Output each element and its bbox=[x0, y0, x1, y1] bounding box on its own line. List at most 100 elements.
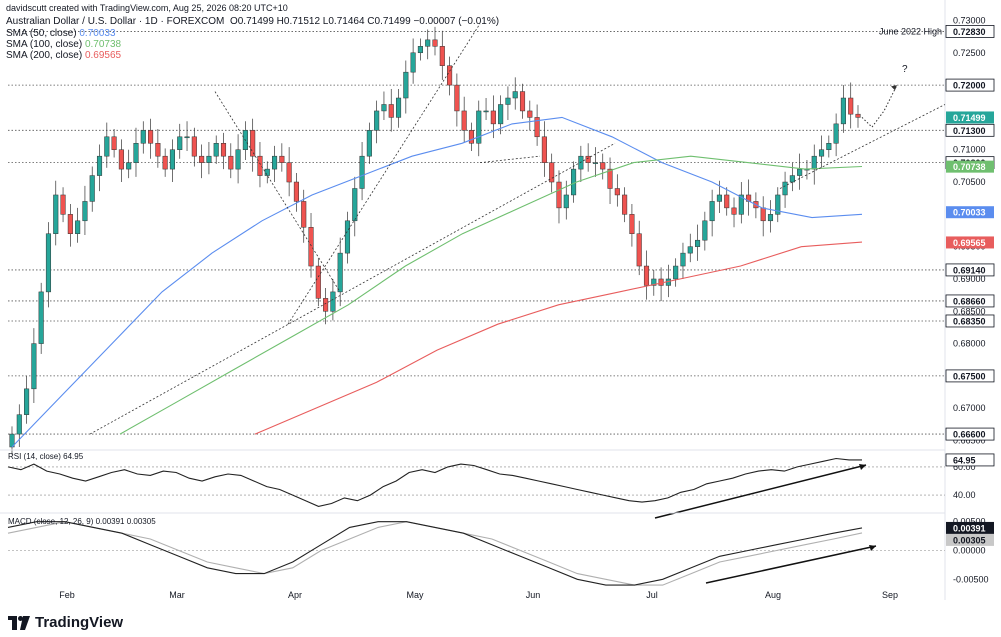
candle-body bbox=[388, 104, 394, 118]
sma50-legend[interactable]: SMA (50, close) 0.70033 bbox=[6, 28, 116, 40]
candle-body bbox=[600, 162, 606, 170]
sma200-label: SMA (200, close) bbox=[6, 50, 83, 61]
candle-body bbox=[45, 233, 52, 293]
price-tick-label: 0.66500 bbox=[953, 436, 986, 446]
rsi-tick-label: 40.00 bbox=[953, 490, 976, 500]
candle-body bbox=[206, 155, 212, 163]
candle-body bbox=[585, 155, 591, 163]
candle-body bbox=[162, 155, 168, 170]
sma50-value: 0.70033 bbox=[79, 28, 116, 39]
candle-body bbox=[395, 97, 402, 118]
candle-body bbox=[731, 207, 737, 215]
candle-body bbox=[775, 194, 781, 215]
candle-body bbox=[643, 265, 650, 286]
level-badge-label: 0.67500 bbox=[953, 371, 986, 381]
candle-body bbox=[680, 252, 686, 267]
candle-body bbox=[220, 143, 227, 157]
candle-body bbox=[483, 110, 489, 113]
macd-line bbox=[7, 521, 863, 586]
candle-body bbox=[614, 188, 620, 196]
level-badge bbox=[945, 427, 995, 441]
candle-body bbox=[782, 181, 788, 196]
trendline-aug bbox=[779, 104, 946, 189]
trendline-may bbox=[479, 155, 541, 164]
candle-body bbox=[293, 181, 299, 202]
chart-credit: davidscutt created with TradingView.com,… bbox=[6, 3, 288, 13]
candle-body bbox=[695, 239, 701, 247]
price-tick-label: 0.68500 bbox=[953, 306, 986, 316]
candle-body bbox=[410, 52, 416, 73]
candle-body bbox=[96, 155, 103, 176]
macd-trend-arrowhead bbox=[869, 545, 876, 551]
rsi-line bbox=[7, 457, 862, 507]
rsi-badge-label: 64.95 bbox=[953, 455, 976, 465]
candle-body bbox=[53, 194, 59, 234]
candle-body bbox=[629, 214, 635, 234]
price-tick-label: 0.72500 bbox=[953, 48, 986, 58]
level-badge-label: 0.69140 bbox=[953, 265, 986, 275]
price-tick-label: 0.71000 bbox=[953, 145, 986, 155]
macd-tick-label: 0.00000 bbox=[953, 546, 986, 556]
candle-body bbox=[235, 149, 241, 170]
sma100-line bbox=[119, 155, 863, 435]
x-axis-label: Mar bbox=[169, 590, 185, 600]
candle-body bbox=[571, 168, 577, 196]
sma50-line bbox=[11, 116, 863, 448]
candle-body bbox=[622, 194, 628, 215]
macd-tick-label: -0.00500 bbox=[953, 574, 989, 584]
level-badge-label: 0.68660 bbox=[953, 296, 986, 306]
candle-body bbox=[169, 149, 175, 170]
rsi-badge bbox=[945, 453, 995, 467]
sma100-legend[interactable]: SMA (100, close) 0.70738 bbox=[6, 39, 121, 51]
candle-body bbox=[352, 188, 358, 222]
candle-body bbox=[848, 97, 854, 115]
candle-body bbox=[519, 91, 526, 112]
sma50-label: SMA (50, close) bbox=[6, 28, 77, 39]
candle-body bbox=[118, 149, 124, 170]
ohlc-readout: O0.71499 H0.71512 L0.71464 C0.71499 −0.0… bbox=[229, 16, 500, 27]
candle-body bbox=[760, 207, 766, 222]
x-axis-label: Jul bbox=[646, 590, 658, 600]
candle-body bbox=[272, 155, 278, 170]
candle-body bbox=[687, 246, 693, 254]
candle-body bbox=[24, 388, 30, 415]
candle-body bbox=[228, 155, 234, 170]
candle-body bbox=[184, 136, 190, 139]
candle-body bbox=[651, 278, 657, 286]
candle-body bbox=[257, 155, 263, 176]
candle-body bbox=[381, 104, 387, 112]
candle-body bbox=[702, 220, 708, 241]
candle-body bbox=[833, 123, 839, 144]
rsi-trend-arrow bbox=[654, 464, 867, 519]
level-badge bbox=[945, 369, 995, 383]
candle-body bbox=[301, 201, 307, 228]
sma200-legend[interactable]: SMA (200, close) 0.69565 bbox=[6, 50, 121, 62]
candle-body bbox=[31, 343, 37, 390]
tradingview-logo-icon bbox=[8, 615, 30, 630]
signal-badge-label: 0.00305 bbox=[953, 535, 986, 545]
candle-body bbox=[89, 175, 95, 202]
price-tick-label: 0.70500 bbox=[953, 177, 986, 187]
rsi-label: RSI (14, close) 64.95 bbox=[8, 452, 84, 461]
candle-body bbox=[549, 162, 555, 183]
level-badge bbox=[945, 294, 995, 308]
level-badge bbox=[945, 78, 995, 92]
candle-body bbox=[111, 136, 117, 150]
candle-body bbox=[126, 162, 132, 170]
price-badge-label: 0.70033 bbox=[953, 208, 986, 218]
price-tick-label: 0.69000 bbox=[953, 274, 986, 284]
level-badge-label: 0.71300 bbox=[953, 126, 986, 136]
candle-body bbox=[199, 155, 205, 163]
level-badge-label: 0.72000 bbox=[953, 81, 986, 91]
price-badge bbox=[946, 160, 994, 173]
candle-body bbox=[75, 220, 81, 234]
macd-label: MACD (close, 12, 26, 9) 0.00391 0.00305 bbox=[8, 517, 156, 526]
candle-body bbox=[330, 291, 336, 312]
candle-body bbox=[155, 143, 161, 157]
level-badge bbox=[945, 25, 995, 38]
trendline-march bbox=[214, 91, 341, 293]
level-badge-label: 0.66600 bbox=[953, 430, 986, 440]
candle-body bbox=[709, 201, 715, 222]
candle-body bbox=[366, 130, 372, 157]
